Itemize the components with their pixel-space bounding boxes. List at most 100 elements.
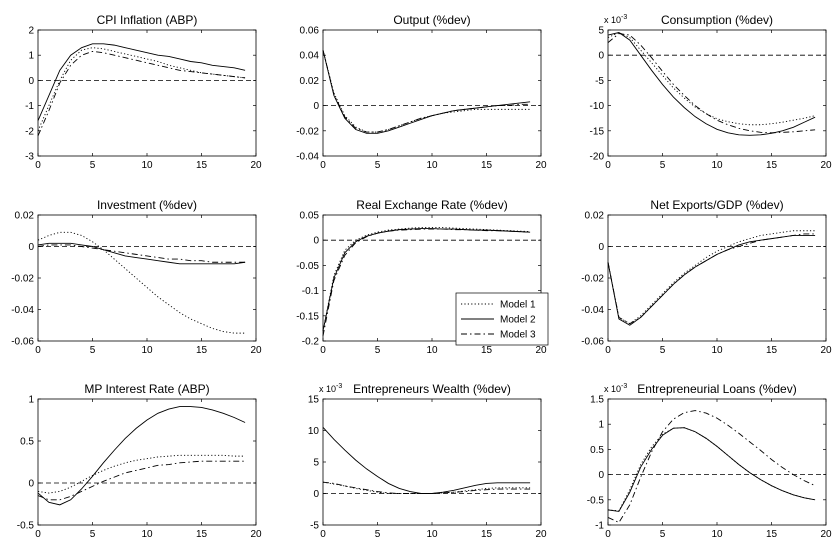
y-tick-label: -0.2 (302, 337, 320, 348)
x-tick-label: 10 (711, 160, 723, 171)
y-tick-label: -10 (590, 101, 605, 112)
panel-title: Net Exports/GDP (%dev) (650, 198, 783, 212)
y-tick-label: 0 (598, 51, 604, 62)
x-tick-label: 20 (535, 160, 547, 171)
y-tick-label: 2 (28, 26, 34, 37)
x-tick-label: 5 (660, 160, 666, 171)
y-tick-label: 10 (308, 426, 320, 437)
x-tick-label: 20 (250, 529, 262, 540)
panel-title: Entrepreneurs Wealth (%dev) (353, 382, 511, 396)
y-tick-label: 1 (598, 420, 604, 431)
x-tick-label: 5 (375, 529, 381, 540)
y-tick-label: 0 (598, 470, 604, 481)
axes-box (37, 398, 257, 526)
x-tick-label: 0 (605, 529, 611, 540)
series-line-model-3 (322, 50, 531, 133)
y-tick-label: -1 (25, 101, 34, 112)
x-tick-label: 10 (711, 345, 723, 356)
y-tick-label: -0.5 (17, 521, 35, 532)
panel-title: Consumption (%dev) (661, 13, 773, 27)
panel-title: CPI Inflation (ABP) (97, 13, 198, 27)
x-tick-label: 0 (35, 160, 41, 171)
panel-5: Real Exchange Rate (%dev) 0 5 10 15 20 -0.2 -0.… (296, 198, 547, 356)
y-tick-label: -0.04 (11, 305, 34, 316)
y-tick-label: 0.05 (300, 211, 320, 222)
axes-box (607, 214, 827, 342)
axis-exponent: x 10-3 (604, 14, 627, 25)
y-tick-label: -0.04 (296, 152, 319, 163)
panel-9: Entrepreneurial Loans (%dev)x 10-30 5 10 15… (587, 382, 832, 540)
series-line-model-2 (37, 406, 246, 506)
x-tick-label: 5 (90, 345, 96, 356)
series-line-model-1 (37, 454, 246, 494)
x-tick-label: 0 (320, 345, 326, 356)
x-tick-label: 20 (820, 160, 832, 171)
x-tick-label: 10 (141, 160, 153, 171)
y-tick-label: 1 (28, 395, 34, 406)
x-tick-label: 5 (660, 529, 666, 540)
series-line-model-3 (37, 244, 246, 263)
y-tick-label: -0.15 (296, 311, 319, 322)
y-tick-label: 0.5 (590, 445, 604, 456)
x-tick-label: 20 (250, 345, 262, 356)
series-line-model-2 (607, 32, 816, 136)
x-tick-label: 0 (320, 529, 326, 540)
legend-label: Model 1 (500, 300, 536, 311)
panel-6: Net Exports/GDP (%dev) 0 5 10 15 20 -0.06 -0.04… (581, 198, 832, 356)
series-line-model-3 (607, 233, 816, 325)
y-tick-label: 0 (313, 101, 319, 112)
x-tick-label: 0 (605, 345, 611, 356)
series-line-model-1 (607, 230, 816, 325)
y-tick-label: -0.5 (587, 495, 605, 506)
y-tick-label: -5 (310, 521, 319, 532)
x-tick-label: 5 (375, 345, 381, 356)
y-tick-label: 1.5 (590, 395, 604, 406)
x-tick-label: 5 (90, 529, 96, 540)
series-line-model-2 (37, 242, 246, 265)
x-tick-label: 15 (481, 529, 493, 540)
panel-3: Consumption (%dev) x 10-3 0 5 10 15 20 -20 -15 -1… (590, 13, 832, 171)
x-tick-label: 5 (375, 160, 381, 171)
y-tick-label: 0 (28, 76, 34, 87)
x-tick-label: 10 (141, 529, 153, 540)
x-tick-label: 15 (196, 345, 208, 356)
series-line-model-1 (322, 481, 531, 494)
series-line-model-2 (607, 235, 816, 326)
x-tick-label: 10 (426, 345, 438, 356)
panel-4: Investment (%dev) 0 5 10 15 20 -0.06 -0.04 -0.02… (11, 198, 262, 356)
series-line-model-2 (37, 43, 246, 121)
x-tick-label: 0 (320, 160, 326, 171)
y-tick-label: -5 (595, 76, 604, 87)
y-tick-label: -0.06 (581, 337, 604, 348)
x-tick-label: 15 (766, 160, 778, 171)
y-tick-label: 0 (313, 236, 319, 247)
x-tick-label: 15 (481, 160, 493, 171)
series-line-model-1 (37, 47, 246, 131)
series-line-model-1 (607, 427, 816, 512)
x-tick-label: 15 (766, 529, 778, 540)
y-tick-label: -3 (25, 152, 34, 163)
panel-title: MP Interest Rate (ABP) (84, 382, 209, 396)
series-line-model-3 (322, 481, 531, 494)
axes-box (37, 29, 257, 157)
x-tick-label: 10 (711, 529, 723, 540)
y-tick-label: 0 (28, 242, 34, 253)
x-tick-label: 20 (250, 160, 262, 171)
x-tick-label: 5 (660, 345, 666, 356)
series-line-model-1 (607, 32, 816, 126)
panel-title: Investment (%dev) (97, 198, 197, 212)
panel-8: Entrepreneurs Wealth (%dev) x 10-3 0 5 10 15 2… (308, 382, 547, 540)
y-tick-label: -20 (590, 152, 605, 163)
y-tick-label: 0.02 (15, 211, 35, 222)
y-tick-label: 0 (28, 479, 34, 490)
y-tick-label: 0.02 (300, 76, 320, 87)
y-tick-label: 0 (598, 242, 604, 253)
y-tick-label: -0.02 (296, 126, 319, 137)
axes-box (322, 398, 542, 526)
y-tick-label: -15 (590, 126, 605, 137)
x-tick-label: 0 (605, 160, 611, 171)
series-line-model-2 (322, 228, 531, 332)
legend-label: Model 2 (500, 315, 536, 326)
x-tick-label: 20 (820, 529, 832, 540)
